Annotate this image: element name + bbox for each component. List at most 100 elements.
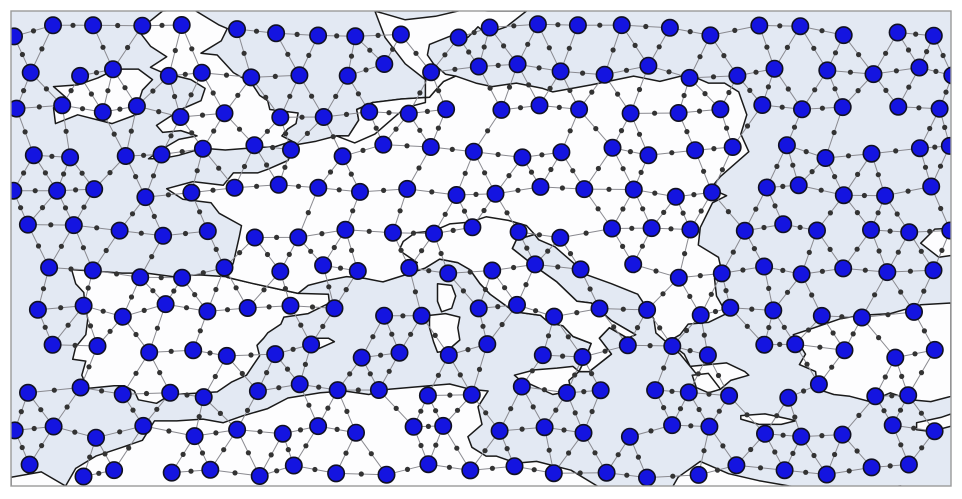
graph-node[interactable] (346, 423, 365, 442)
graph-node[interactable] (53, 96, 72, 115)
graph-node[interactable] (184, 341, 203, 360)
graph-node[interactable] (925, 422, 944, 441)
graph-node[interactable] (449, 28, 468, 47)
graph-node[interactable] (215, 258, 234, 277)
graph-node[interactable] (612, 16, 631, 35)
graph-node[interactable] (943, 66, 960, 85)
graph-node[interactable] (834, 186, 853, 205)
graph-node[interactable] (71, 378, 90, 397)
graph-node[interactable] (377, 465, 396, 484)
graph-node[interactable] (228, 420, 247, 439)
graph-node[interactable] (624, 180, 643, 199)
graph-node[interactable] (492, 100, 511, 119)
graph-node[interactable] (698, 346, 717, 365)
graph-node[interactable] (93, 103, 112, 122)
graph-node[interactable] (883, 416, 902, 435)
graph-node[interactable] (764, 301, 783, 320)
graph-node[interactable] (447, 186, 466, 205)
graph-node[interactable] (198, 222, 217, 241)
graph-node[interactable] (904, 302, 923, 321)
graph-node[interactable] (774, 215, 793, 234)
graph-node[interactable] (461, 461, 480, 480)
graph-node[interactable] (398, 179, 417, 198)
graph-node[interactable] (712, 264, 731, 283)
graph-node[interactable] (702, 183, 721, 202)
graph-node[interactable] (154, 226, 173, 245)
graph-node[interactable] (686, 141, 705, 160)
graph-node[interactable] (250, 466, 269, 485)
graph-node[interactable] (309, 417, 328, 436)
graph-node[interactable] (290, 375, 309, 394)
graph-node[interactable] (924, 261, 943, 280)
graph-node[interactable] (505, 457, 524, 476)
graph-node[interactable] (469, 57, 488, 76)
graph-node[interactable] (750, 16, 769, 35)
graph-node[interactable] (720, 386, 739, 405)
graph-node[interactable] (74, 296, 93, 315)
graph-node[interactable] (663, 416, 682, 435)
graph-node[interactable] (104, 60, 123, 79)
graph-node[interactable] (269, 175, 288, 194)
graph-node[interactable] (110, 221, 129, 240)
graph-node[interactable] (689, 465, 708, 484)
graph-node[interactable] (140, 343, 159, 362)
graph-node[interactable] (735, 221, 754, 240)
graph-node[interactable] (531, 177, 550, 196)
graph-node[interactable] (48, 181, 67, 200)
graph-node[interactable] (8, 99, 26, 118)
graph-node[interactable] (87, 428, 106, 447)
graph-node[interactable] (74, 467, 93, 486)
graph-node[interactable] (940, 136, 958, 155)
graph-node[interactable] (44, 417, 63, 436)
graph-node[interactable] (864, 65, 883, 84)
graph-node[interactable] (422, 63, 441, 82)
graph-node[interactable] (404, 417, 423, 436)
graph-node[interactable] (24, 146, 43, 165)
graph-node[interactable] (624, 255, 643, 274)
graph-node[interactable] (620, 427, 639, 446)
graph-node[interactable] (899, 386, 918, 405)
graph-node[interactable] (369, 380, 388, 399)
graph-node[interactable] (314, 256, 333, 275)
graph-node[interactable] (434, 416, 453, 435)
graph-node[interactable] (922, 177, 941, 196)
graph-node[interactable] (571, 260, 590, 279)
graph-node[interactable] (486, 184, 505, 203)
graph-node[interactable] (43, 16, 62, 35)
graph-node[interactable] (535, 418, 554, 437)
graph-node[interactable] (807, 221, 826, 240)
graph-node[interactable] (861, 220, 880, 239)
graph-node[interactable] (462, 385, 481, 404)
graph-node[interactable] (88, 336, 107, 355)
graph-node[interactable] (590, 299, 609, 318)
graph-node[interactable] (753, 96, 772, 115)
graph-node[interactable] (889, 97, 908, 116)
graph-node[interactable] (113, 307, 132, 326)
graph-node[interactable] (663, 336, 682, 355)
graph-node[interactable] (271, 108, 290, 127)
graph-node[interactable] (833, 425, 852, 444)
graph-node[interactable] (557, 383, 576, 402)
graph-node[interactable] (201, 460, 220, 479)
graph-node[interactable] (886, 348, 905, 367)
graph-node[interactable] (412, 306, 431, 325)
graph-node[interactable] (568, 16, 587, 35)
graph-node[interactable] (328, 381, 347, 400)
graph-node[interactable] (723, 138, 742, 157)
graph-node[interactable] (777, 136, 796, 155)
graph-node[interactable] (834, 259, 853, 278)
graph-node[interactable] (545, 307, 564, 326)
graph-node[interactable] (113, 385, 132, 404)
graph-node[interactable] (116, 147, 135, 166)
graph-node[interactable] (400, 258, 419, 277)
graph-node[interactable] (43, 335, 62, 354)
graph-node[interactable] (152, 145, 171, 164)
graph-node[interactable] (666, 187, 685, 206)
graph-node[interactable] (792, 265, 811, 284)
graph-node[interactable] (621, 104, 640, 123)
graph-node[interactable] (480, 18, 499, 37)
graph-node[interactable] (374, 135, 393, 154)
graph-node[interactable] (172, 15, 191, 34)
graph-node[interactable] (681, 220, 700, 239)
graph-node[interactable] (136, 188, 155, 207)
